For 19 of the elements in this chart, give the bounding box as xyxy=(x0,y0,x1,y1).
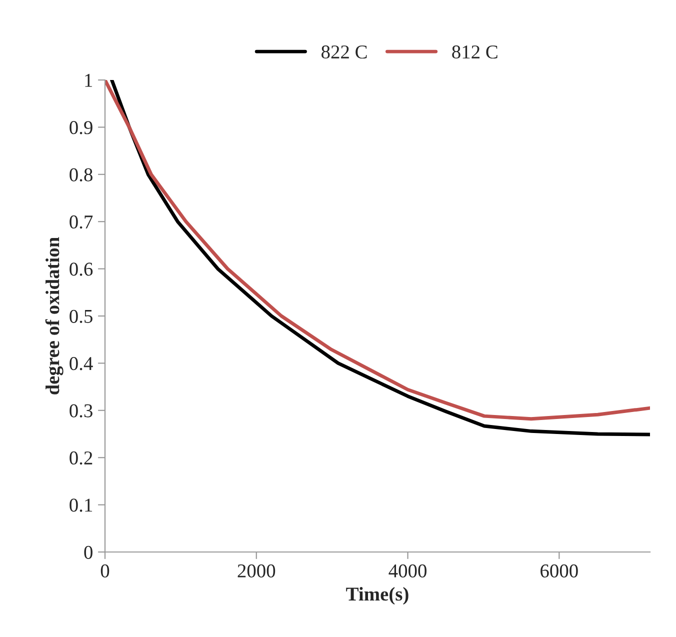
x-tick-label: 4000 xyxy=(388,564,426,578)
y-tick-label: 0.4 xyxy=(70,357,93,370)
y-tick-label: 1 xyxy=(85,74,92,87)
y-axis-title: degree of oxidation xyxy=(45,237,64,394)
x-tick-label: 6000 xyxy=(540,564,578,578)
y-tick-label: 0.9 xyxy=(70,121,92,134)
x-tick-label: 0 xyxy=(100,564,110,578)
y-tick-label: 0.6 xyxy=(70,262,93,276)
y-tick-label: 0.3 xyxy=(70,404,92,418)
y-tick-label: 0.8 xyxy=(70,168,92,182)
x-tick-label: 2000 xyxy=(238,564,276,578)
y-tick-label: 0.5 xyxy=(70,310,92,324)
y-tick-label: 0.2 xyxy=(70,451,92,465)
legend-label: 822 C xyxy=(322,45,367,59)
legend-label: 812 C xyxy=(452,45,498,59)
y-tick-label: 0.7 xyxy=(70,215,93,229)
y-tick-label: 0 xyxy=(84,546,92,559)
y-tick-label: 0.1 xyxy=(70,498,92,512)
x-axis-title: Time(s) xyxy=(346,586,408,605)
